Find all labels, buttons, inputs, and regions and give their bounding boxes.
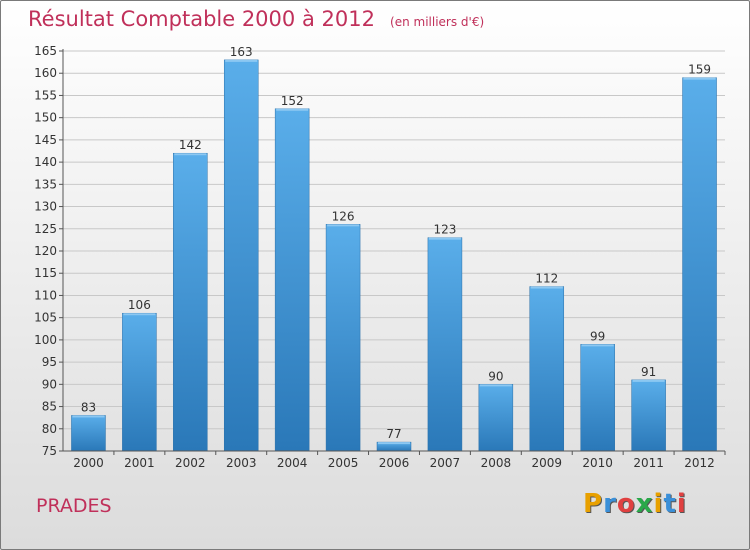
x-tick-label-2004: 2004: [277, 456, 308, 470]
data-label-2000: 83: [81, 400, 96, 414]
axes: 75 80 85 90 95 100 105 110 115 120 125 130 135 140 145…: [34, 44, 726, 470]
bar-2008: [478, 384, 514, 452]
bar-2001: [122, 312, 157, 452]
x-tick-label-2008: 2008: [481, 456, 512, 470]
logo-letter: o: [616, 489, 636, 519]
data-label-2001: 106: [128, 298, 151, 312]
bar-highlight-2001: [123, 313, 156, 316]
grid-lines: [63, 50, 725, 452]
data-label-2009: 112: [535, 272, 558, 286]
y-tick-label: 120: [34, 244, 57, 258]
bar-2002: [173, 152, 208, 452]
x-tick-label-2011: 2011: [633, 456, 664, 470]
y-tick-label: 135: [34, 177, 57, 191]
y-tick-label: 105: [34, 311, 57, 325]
bar-highlight-2000: [72, 415, 105, 418]
bar-highlight-2010: [581, 344, 614, 347]
y-tick-label: 90: [42, 377, 57, 391]
data-label-2008: 90: [488, 369, 503, 383]
bar-2012: [682, 77, 717, 452]
data-label-2003: 163: [230, 45, 253, 59]
bar-2010: [580, 344, 615, 452]
y-tick-label: 140: [34, 155, 57, 169]
y-tick-label: 80: [42, 422, 57, 436]
bar-2000: [71, 415, 106, 452]
bar-highlight-2007: [428, 237, 461, 240]
location-label: PRADES: [36, 495, 112, 517]
x-tick-label-2007: 2007: [430, 456, 461, 470]
data-label-2007: 123: [433, 223, 456, 237]
proxiti-logo: Proxiti: [583, 489, 687, 519]
y-tick-label: 115: [34, 266, 57, 280]
data-label-2012: 159: [688, 63, 711, 77]
x-tick-label-2009: 2009: [531, 456, 562, 470]
bar-2003: [223, 59, 259, 452]
y-tick-label: 75: [42, 444, 57, 458]
bar-highlight-2006: [378, 442, 410, 445]
data-label-2004: 152: [281, 94, 304, 108]
y-tick-label: 125: [34, 222, 57, 236]
x-tick-label-2010: 2010: [582, 456, 613, 470]
data-label-2006: 77: [386, 427, 401, 441]
y-tick-label: 160: [34, 66, 57, 80]
bar-2011: [631, 379, 666, 452]
x-tick-label-2012: 2012: [684, 456, 715, 470]
bar-highlight-2002: [174, 153, 207, 156]
data-label-2002: 142: [179, 138, 202, 152]
bar-highlight-2012: [683, 77, 716, 80]
logo-letter: i: [676, 489, 687, 519]
chart-title: Résultat Comptable 2000 à 2012: [28, 7, 375, 31]
chart-subtitle: (en milliers d'€): [390, 15, 485, 29]
y-tick-label: 95: [42, 355, 57, 369]
logo-letter: r: [603, 489, 617, 519]
bar-highlight-2008: [479, 384, 512, 387]
x-tick-label-2001: 2001: [124, 456, 155, 470]
logo-letter: t: [663, 489, 677, 519]
data-label-2005: 126: [332, 209, 355, 223]
y-tick-label: 165: [34, 44, 57, 58]
data-label-2011: 91: [641, 365, 656, 379]
chart-title-block: Résultat Comptable 2000 à 2012 (en milli…: [28, 7, 484, 31]
logo-letter: P: [583, 489, 604, 519]
bar-highlight-2005: [327, 224, 360, 227]
x-tick-label-2002: 2002: [175, 456, 206, 470]
bar-2004: [274, 108, 310, 452]
bar-highlight-2009: [530, 286, 563, 289]
y-tick-label: 145: [34, 133, 57, 147]
bar-2005: [325, 224, 361, 452]
bar-2009: [529, 286, 565, 452]
bar-highlight-2004: [276, 108, 309, 111]
bar-2007: [427, 237, 463, 452]
y-tick-label: 155: [34, 88, 57, 102]
y-tick-label: 150: [34, 111, 57, 125]
bar-highlight-2003: [225, 59, 258, 62]
y-tick-label: 130: [34, 200, 57, 214]
x-tick-label-2005: 2005: [328, 456, 359, 470]
bars: 83 106 142 163 152 126 77 123 90 112 99 91 159: [71, 45, 717, 452]
y-tick-label: 85: [42, 400, 57, 414]
data-label-2010: 99: [590, 329, 605, 343]
x-tick-label-2006: 2006: [379, 456, 410, 470]
x-tick-label-2003: 2003: [226, 456, 257, 470]
x-tick-label-2000: 2000: [73, 456, 104, 470]
bar-highlight-2011: [632, 379, 665, 382]
y-tick-label: 100: [34, 333, 57, 347]
logo-letter: i: [653, 489, 664, 519]
logo-letter: x: [635, 489, 654, 519]
y-tick-label: 110: [34, 288, 57, 302]
